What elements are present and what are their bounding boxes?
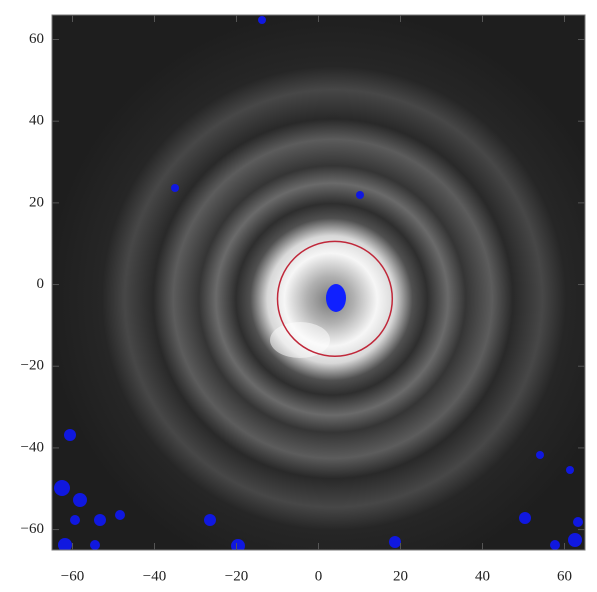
x-tick-label: −40: [143, 568, 166, 584]
x-tick-label: 20: [393, 568, 408, 584]
center-blob: [326, 284, 346, 312]
ring-image: [52, 15, 585, 550]
x-tick-label: 0: [315, 568, 323, 584]
bright-patch: [270, 322, 330, 358]
chart: −60 −40 −20 0 20 40 60 −60 −40 −20 0 20 40 60: [0, 0, 597, 592]
x-tick-label: 60: [557, 568, 572, 584]
y-tick-label: −20: [21, 358, 44, 374]
y-tick-label: 60: [29, 31, 44, 47]
y-tick-label: 0: [37, 276, 45, 292]
x-tick-label: −20: [225, 568, 248, 584]
x-tick-label: −60: [61, 568, 84, 584]
x-tick-label: 40: [475, 568, 490, 584]
image: [52, 15, 585, 553]
y-tick-label: −60: [21, 521, 44, 537]
y-tick-label: 40: [29, 113, 44, 129]
y-tick-label: 20: [29, 194, 44, 210]
y-tick-label: −40: [21, 439, 44, 455]
